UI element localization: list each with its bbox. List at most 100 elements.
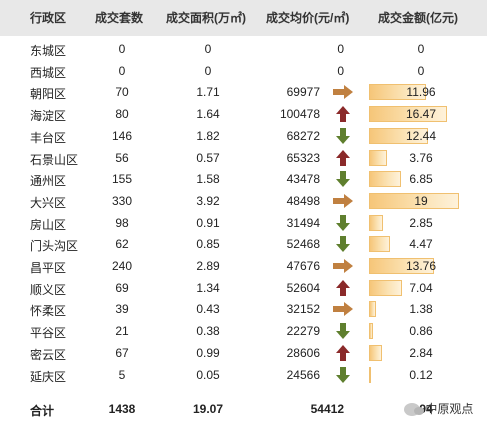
table-header: 行政区 成交套数 成交面积(万㎡) 成交均价(元/㎡) 成交金额(亿元) [0, 0, 487, 36]
total-area: 19.07 [192, 402, 224, 416]
table-row: 东城区 0 0 0 0 [0, 38, 487, 60]
trend-down-icon [336, 366, 350, 383]
trend-flat-icon [333, 193, 353, 208]
chat-bubble-icon [404, 403, 424, 417]
deal-count: 5 [118, 367, 126, 382]
district-name: 怀柔区 [30, 304, 67, 319]
watermark-text: 中原观点 [425, 402, 474, 416]
table-row: 怀柔区 39 0.43 32152 1.38 [0, 298, 487, 320]
district-name: 海淀区 [30, 109, 67, 124]
header-area: 成交面积(万㎡) [166, 11, 246, 25]
deal-amount: 4.47 [409, 237, 433, 252]
district-name: 东城区 [30, 44, 67, 58]
deal-amount: 11.96 [406, 85, 436, 100]
table-row: 大兴区 330 3.92 48498 19 [0, 190, 487, 212]
avg-price: 65323 [286, 150, 320, 165]
avg-price: 52604 [286, 280, 320, 295]
avg-price: 0 [337, 63, 344, 78]
deal-area: 0.85 [196, 237, 220, 252]
trend-flat-icon [333, 302, 353, 317]
deal-area: 1.34 [196, 280, 220, 295]
avg-price: 100478 [279, 107, 320, 122]
trend-down-icon [336, 236, 350, 253]
trend-down-icon [336, 171, 350, 188]
header-district: 行政区 [30, 11, 67, 25]
trend-down-icon [336, 323, 350, 340]
deal-amount: 0 [417, 42, 425, 56]
table-row: 密云区 67 0.99 28606 2.84 [0, 342, 487, 364]
table-row: 丰台区 146 1.82 68272 12.44 [0, 125, 487, 147]
amount-bar [369, 279, 403, 296]
amount-bar [369, 106, 448, 123]
deal-amount: 2.85 [409, 215, 433, 230]
deal-area: 0.57 [196, 150, 220, 165]
deal-area: 1.82 [196, 128, 220, 143]
deal-count: 39 [115, 302, 129, 317]
avg-price: 52468 [286, 237, 320, 252]
avg-price: 68272 [286, 128, 320, 143]
deal-area: 0.91 [196, 215, 220, 230]
trend-flat-icon [333, 259, 353, 273]
deal-area: 1.71 [196, 85, 220, 100]
amount-bar [369, 127, 428, 144]
table-row: 海淀区 80 1.64 100478 16.47 [0, 103, 487, 125]
deal-amount: 16.47 [405, 107, 437, 122]
district-name: 丰台区 [30, 130, 67, 145]
district-name: 大兴区 [30, 195, 67, 210]
deal-count: 98 [115, 215, 129, 230]
deal-count: 62 [115, 237, 129, 252]
table-row: 通州区 155 1.58 43478 6.85 [0, 168, 487, 190]
avg-price: 22279 [286, 324, 320, 339]
deal-count: 56 [115, 150, 129, 165]
total-label: 合计 [30, 404, 55, 418]
deal-count: 240 [111, 259, 133, 273]
avg-price: 28606 [286, 345, 320, 360]
deal-amount: 0.86 [409, 324, 433, 339]
trend-down-icon [336, 127, 350, 144]
deal-area: 2.89 [196, 259, 220, 273]
amount-bar [369, 236, 391, 253]
deal-area: 0.38 [196, 324, 220, 339]
table-row: 房山区 98 0.91 31494 2.85 [0, 212, 487, 234]
deal-area: 0.05 [196, 367, 220, 382]
deal-amount: 13.76 [405, 259, 437, 273]
deal-amount: 7.04 [409, 280, 433, 295]
district-name: 房山区 [30, 217, 67, 232]
amount-bar [369, 149, 387, 166]
district-name: 石景山区 [30, 152, 79, 167]
trend-down-icon [336, 214, 350, 231]
deal-amount: 0.12 [409, 367, 433, 382]
deal-count: 146 [111, 128, 133, 143]
deal-count: 330 [111, 193, 133, 208]
deal-amount: 2.84 [409, 345, 433, 360]
deal-area: 3.92 [196, 193, 220, 208]
table-row: 西城区 0 0 0 0 [0, 60, 487, 82]
table-row: 朝阳区 70 1.71 69977 11.96 [0, 81, 487, 103]
table-row: 平谷区 21 0.38 22279 0.86 [0, 320, 487, 342]
deal-amount: 12.44 [405, 128, 437, 143]
avg-price: 48498 [286, 193, 320, 208]
deal-amount: 1.38 [409, 302, 433, 317]
amount-bar [369, 192, 459, 209]
deal-count: 155 [111, 172, 133, 187]
district-name: 门头沟区 [30, 239, 79, 254]
district-name: 顺义区 [30, 282, 67, 297]
amount-bar [369, 214, 383, 231]
deal-count: 80 [115, 107, 129, 122]
avg-price: 0 [337, 42, 344, 56]
deal-count: 21 [115, 324, 129, 339]
table-row: 顺义区 69 1.34 52604 7.04 [0, 277, 487, 299]
trend-up-icon [336, 279, 350, 296]
table-row: 昌平区 240 2.89 47676 13.76 [0, 255, 487, 277]
deal-area: 1.64 [196, 107, 220, 122]
trend-up-icon [336, 106, 350, 123]
avg-price: 47676 [286, 259, 320, 273]
header-price: 成交均价(元/㎡) [266, 11, 350, 25]
amount-bar [369, 84, 426, 101]
district-name: 朝阳区 [30, 87, 67, 102]
district-name: 延庆区 [30, 369, 67, 384]
avg-price: 43478 [286, 172, 320, 187]
total-price: 54412 [310, 402, 344, 416]
avg-price: 69977 [286, 85, 320, 100]
